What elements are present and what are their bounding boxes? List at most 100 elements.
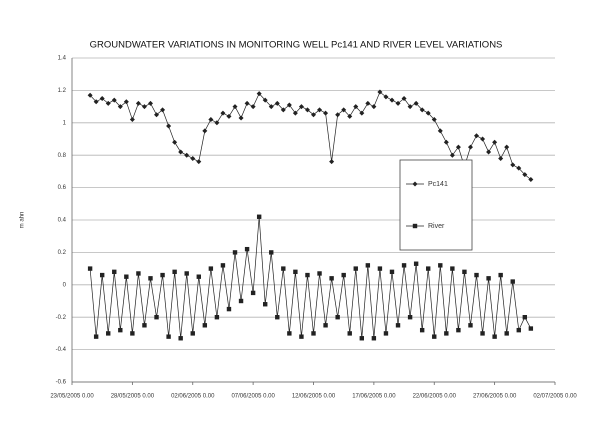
marker bbox=[274, 100, 280, 106]
marker bbox=[516, 327, 521, 333]
marker bbox=[305, 272, 310, 278]
marker bbox=[401, 263, 407, 268]
marker bbox=[160, 272, 165, 278]
marker bbox=[347, 113, 353, 119]
marker bbox=[510, 279, 515, 284]
marker bbox=[504, 144, 510, 150]
marker bbox=[383, 331, 389, 336]
marker bbox=[311, 112, 316, 118]
x-tick-label: 27/06/2005 0.00 bbox=[473, 394, 517, 400]
marker bbox=[226, 113, 232, 119]
marker bbox=[528, 177, 534, 182]
marker bbox=[298, 104, 304, 110]
legend-marker bbox=[412, 181, 418, 187]
legend-label: River bbox=[428, 223, 445, 230]
marker bbox=[449, 152, 455, 158]
marker bbox=[365, 100, 371, 106]
marker bbox=[329, 159, 335, 165]
marker bbox=[401, 96, 407, 101]
marker bbox=[238, 298, 244, 304]
marker bbox=[166, 123, 172, 129]
marker bbox=[256, 214, 262, 219]
marker bbox=[365, 263, 371, 268]
marker bbox=[93, 334, 99, 339]
marker bbox=[208, 117, 214, 123]
x-tick-label: 28/05/2005 0.00 bbox=[111, 394, 155, 400]
marker bbox=[438, 263, 443, 268]
marker bbox=[172, 139, 178, 145]
marker bbox=[516, 165, 522, 171]
marker bbox=[317, 271, 322, 276]
marker bbox=[226, 306, 232, 312]
marker bbox=[377, 266, 383, 271]
series-line bbox=[89, 216, 532, 339]
marker bbox=[141, 104, 147, 110]
marker bbox=[232, 104, 238, 110]
marker bbox=[287, 331, 292, 336]
marker bbox=[395, 323, 401, 328]
y-tick-label: 0.6 bbox=[58, 185, 67, 191]
marker bbox=[474, 272, 479, 278]
marker bbox=[196, 274, 201, 279]
marker bbox=[154, 315, 159, 320]
marker bbox=[238, 115, 244, 121]
y-tick-label: 1 bbox=[63, 120, 67, 126]
marker bbox=[256, 91, 262, 97]
marker bbox=[371, 336, 377, 341]
y-tick-label: 0.4 bbox=[58, 218, 67, 224]
marker bbox=[87, 92, 93, 98]
marker bbox=[299, 334, 304, 339]
marker bbox=[112, 269, 117, 275]
x-tick-label: 02/07/2005 0.00 bbox=[533, 394, 577, 400]
marker bbox=[468, 323, 473, 328]
y-axis-label: m ahn bbox=[20, 212, 26, 229]
marker bbox=[335, 112, 341, 118]
legend-box bbox=[399, 159, 473, 251]
marker bbox=[323, 323, 328, 328]
marker bbox=[347, 331, 352, 336]
marker bbox=[250, 290, 256, 296]
marker bbox=[262, 97, 268, 103]
marker bbox=[437, 128, 443, 134]
chart-title: GROUNDWATER VARIATIONS IN MONITORING WEL… bbox=[90, 40, 503, 51]
marker bbox=[135, 100, 141, 106]
marker bbox=[111, 97, 117, 103]
marker bbox=[456, 327, 461, 333]
marker bbox=[395, 100, 401, 106]
marker bbox=[178, 336, 183, 341]
marker bbox=[190, 331, 195, 336]
marker bbox=[413, 100, 419, 106]
marker bbox=[419, 327, 425, 333]
marker bbox=[480, 136, 486, 142]
marker bbox=[268, 104, 274, 110]
marker bbox=[498, 155, 504, 161]
marker bbox=[136, 271, 141, 276]
marker bbox=[498, 272, 503, 278]
marker bbox=[232, 250, 238, 255]
marker bbox=[281, 266, 286, 271]
marker bbox=[118, 327, 123, 333]
x-tick-label: 02/06/2005 0.00 bbox=[171, 394, 215, 400]
marker bbox=[117, 104, 123, 110]
x-tick-label: 23/05/2005 0.00 bbox=[50, 394, 94, 400]
marker bbox=[444, 331, 449, 336]
marker bbox=[293, 269, 298, 275]
marker bbox=[93, 99, 99, 105]
marker bbox=[389, 97, 395, 103]
marker bbox=[214, 315, 220, 320]
marker bbox=[147, 100, 153, 106]
marker bbox=[317, 107, 323, 113]
marker bbox=[359, 336, 364, 341]
marker bbox=[129, 117, 135, 123]
marker bbox=[431, 117, 437, 123]
marker bbox=[377, 89, 383, 95]
marker bbox=[275, 315, 280, 320]
y-tick-label: -0.4 bbox=[56, 347, 67, 353]
y-tick-label: -0.6 bbox=[56, 380, 67, 386]
marker bbox=[359, 110, 365, 116]
marker bbox=[528, 326, 534, 331]
y-tick-label: 1.2 bbox=[58, 88, 67, 94]
marker bbox=[353, 266, 358, 271]
